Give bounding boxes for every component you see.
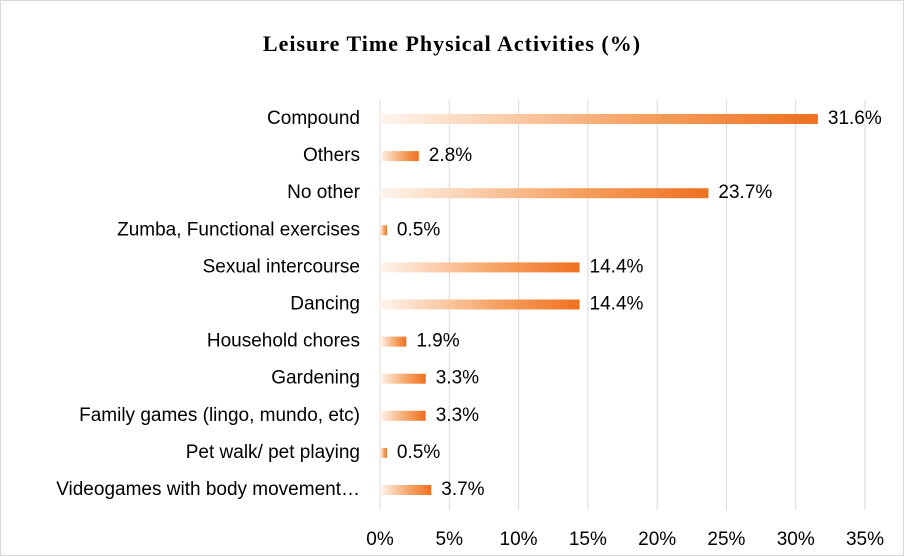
bar (380, 373, 426, 384)
x-tick-label: 5% (436, 529, 464, 550)
bar (380, 151, 419, 162)
y-tick-label: Pet walk/ pet playing (186, 442, 360, 463)
y-tick-label: Gardening (271, 368, 360, 389)
data-label: 0.5% (397, 219, 440, 240)
x-tick-label: 0% (366, 529, 394, 550)
data-label: 3.3% (436, 405, 479, 426)
bar (380, 299, 580, 310)
y-tick-label: Dancing (290, 294, 360, 315)
x-tick-label: 15% (569, 529, 607, 550)
bar (380, 485, 432, 495)
bar (380, 447, 387, 458)
y-tick-label: Household chores (207, 331, 360, 352)
bar (380, 114, 818, 124)
data-label: 1.9% (416, 331, 459, 352)
x-tick-label: 25% (707, 529, 745, 550)
bar (380, 410, 426, 421)
bar (380, 336, 407, 347)
x-tick-label: 30% (777, 529, 815, 550)
y-tick-label: Family games (lingo, mundo, etc) (79, 405, 360, 426)
y-tick-label: Sexual intercourse (203, 256, 360, 277)
data-label: 14.4% (590, 256, 644, 277)
y-tick-label: Zumba, Functional exercises (117, 219, 360, 240)
data-label: 3.3% (436, 368, 479, 389)
data-label: 0.5% (397, 442, 440, 463)
bar (380, 188, 709, 199)
bar (380, 225, 387, 236)
x-tick-label: 35% (846, 529, 884, 550)
data-label: 23.7% (718, 182, 772, 203)
chart-title: Leisure Time Physical Activities (%) (263, 31, 641, 56)
data-label: 14.4% (590, 294, 644, 315)
bar (380, 262, 580, 273)
data-label: 3.7% (441, 479, 484, 500)
y-tick-label: No other (287, 182, 361, 203)
y-tick-label: Videogames with body movement… (56, 479, 360, 500)
y-tick-label: Compound (267, 108, 360, 129)
data-label: 31.6% (828, 108, 882, 129)
y-tick-label: Others (303, 145, 360, 166)
data-label: 2.8% (429, 145, 472, 166)
x-tick-label: 20% (638, 529, 676, 550)
x-tick-label: 10% (500, 529, 538, 550)
